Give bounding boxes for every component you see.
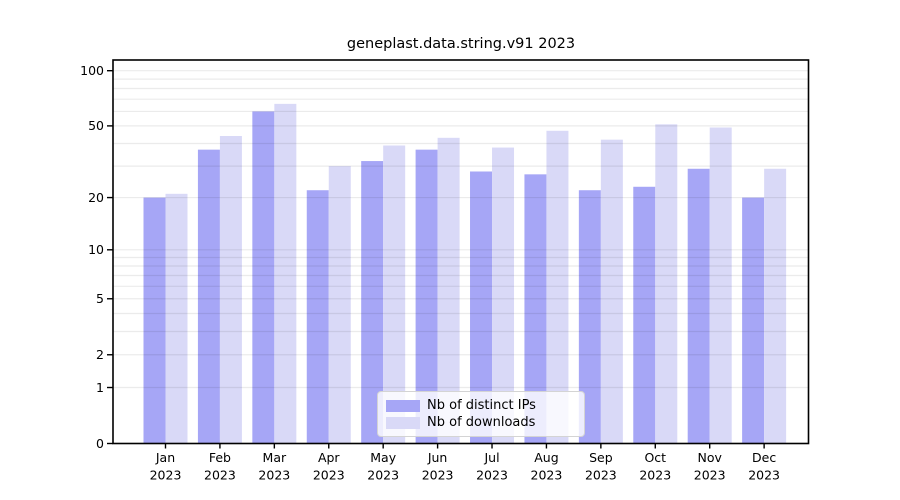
x-tick-label-month-jul: Jul bbox=[483, 450, 499, 465]
bar-downloads-aug bbox=[546, 130, 569, 444]
legend-swatch-distinct-ips-icon bbox=[386, 399, 420, 412]
bar-distinct-ips-apr bbox=[306, 190, 329, 444]
x-tick-label-month-jun: Jun bbox=[427, 450, 448, 465]
bar-distinct-ips-feb bbox=[197, 149, 220, 444]
x-tick-label-year-mar: 2023 bbox=[258, 468, 290, 483]
x-tick-label-month-apr: Apr bbox=[318, 450, 340, 465]
x-tick-label-month-feb: Feb bbox=[209, 450, 231, 465]
legend-label-downloads: Nb of downloads bbox=[427, 415, 536, 430]
bar-distinct-ips-jun bbox=[415, 149, 438, 444]
bar-downloads-jun bbox=[437, 137, 460, 444]
bar-downloads-jul bbox=[492, 147, 515, 444]
x-tick-label-year-oct: 2023 bbox=[639, 468, 671, 483]
bar-downloads-dec bbox=[764, 168, 787, 444]
y-tick-label-100: 100 bbox=[80, 63, 104, 78]
legend-item-downloads: Nb of downloads bbox=[386, 415, 576, 430]
x-tick-label-month-may: May bbox=[370, 450, 396, 465]
y-tick-label-10: 10 bbox=[88, 242, 104, 257]
bar-distinct-ips-mar bbox=[252, 111, 275, 444]
x-tick-label-year-may: 2023 bbox=[367, 468, 399, 483]
bar-distinct-ips-may bbox=[361, 161, 384, 444]
x-tick-label-month-dec: Dec bbox=[752, 450, 776, 465]
x-tick-label-year-jan: 2023 bbox=[150, 468, 182, 483]
y-tick-label-20: 20 bbox=[88, 190, 104, 205]
bar-distinct-ips-nov bbox=[687, 168, 710, 444]
y-tick-label-1: 1 bbox=[96, 380, 104, 395]
x-tick-label-year-feb: 2023 bbox=[204, 468, 236, 483]
x-tick-label-month-nov: Nov bbox=[697, 450, 722, 465]
bar-distinct-ips-dec bbox=[742, 197, 765, 444]
x-tick-label-year-sep: 2023 bbox=[585, 468, 617, 483]
x-tick-label-month-sep: Sep bbox=[589, 450, 613, 465]
bar-downloads-may bbox=[383, 145, 406, 444]
y-tick-label-0: 0 bbox=[96, 436, 104, 451]
x-tick-label-year-jun: 2023 bbox=[422, 468, 454, 483]
bar-downloads-oct bbox=[655, 124, 678, 444]
x-tick-label-month-aug: Aug bbox=[534, 450, 558, 465]
bar-downloads-feb bbox=[219, 136, 242, 444]
bar-downloads-mar bbox=[274, 103, 297, 444]
legend-label-distinct-ips: Nb of distinct IPs bbox=[427, 398, 536, 413]
x-tick-label-year-nov: 2023 bbox=[694, 468, 726, 483]
x-tick-label-month-jan: Jan bbox=[155, 450, 175, 465]
bar-downloads-sep bbox=[600, 139, 623, 444]
x-tick-label-year-dec: 2023 bbox=[748, 468, 780, 483]
y-tick-label-2: 2 bbox=[96, 347, 104, 362]
legend-swatch-downloads-icon bbox=[386, 416, 420, 429]
bar-distinct-ips-aug bbox=[524, 174, 547, 444]
y-tick-label-5: 5 bbox=[96, 291, 104, 306]
bar-downloads-jan bbox=[165, 193, 188, 444]
bar-distinct-ips-jan bbox=[143, 197, 166, 444]
bar-distinct-ips-oct bbox=[633, 186, 656, 444]
x-tick-label-year-apr: 2023 bbox=[313, 468, 345, 483]
x-tick-label-year-jul: 2023 bbox=[476, 468, 508, 483]
bar-distinct-ips-sep bbox=[578, 190, 601, 444]
plot-frame bbox=[112, 59, 810, 445]
bar-downloads-apr bbox=[328, 166, 351, 444]
x-tick-label-year-aug: 2023 bbox=[531, 468, 563, 483]
chart-title: geneplast.data.string.v91 2023 bbox=[346, 36, 576, 52]
bar-downloads-nov bbox=[709, 127, 732, 444]
legend: Nb of distinct IPs Nb of downloads bbox=[377, 391, 585, 437]
x-tick-label-month-mar: Mar bbox=[263, 450, 287, 465]
bar-distinct-ips-jul bbox=[470, 171, 493, 444]
y-tick-label-50: 50 bbox=[88, 118, 104, 133]
x-tick-label-month-oct: Oct bbox=[644, 450, 666, 465]
legend-item-distinct-ips: Nb of distinct IPs bbox=[386, 398, 576, 413]
